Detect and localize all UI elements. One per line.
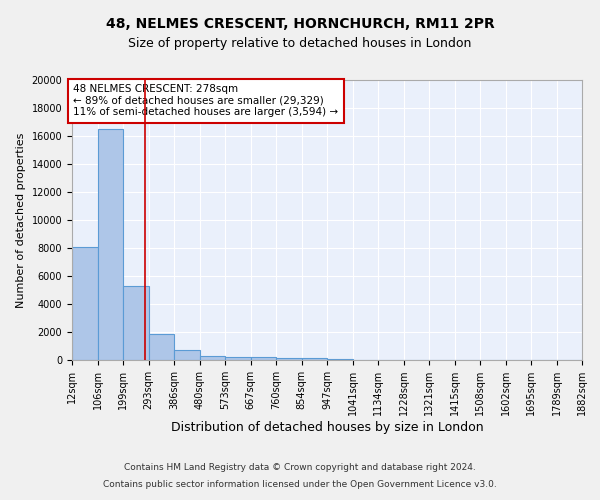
Text: 48, NELMES CRESCENT, HORNCHURCH, RM11 2PR: 48, NELMES CRESCENT, HORNCHURCH, RM11 2P… <box>106 18 494 32</box>
Bar <box>72 246 98 360</box>
Bar <box>276 358 302 360</box>
Text: Size of property relative to detached houses in London: Size of property relative to detached ho… <box>128 38 472 51</box>
Bar <box>174 350 200 360</box>
Bar <box>302 358 327 360</box>
Bar <box>200 356 225 360</box>
Bar <box>149 334 174 360</box>
Bar <box>123 286 149 360</box>
Text: Contains HM Land Registry data © Crown copyright and database right 2024.: Contains HM Land Registry data © Crown c… <box>124 464 476 472</box>
Text: Contains public sector information licensed under the Open Government Licence v3: Contains public sector information licen… <box>103 480 497 489</box>
Y-axis label: Number of detached properties: Number of detached properties <box>16 132 26 308</box>
Text: 48 NELMES CRESCENT: 278sqm
← 89% of detached houses are smaller (29,329)
11% of : 48 NELMES CRESCENT: 278sqm ← 89% of deta… <box>73 84 338 117</box>
Bar <box>98 129 123 360</box>
Bar <box>251 358 276 360</box>
Bar <box>225 357 251 360</box>
X-axis label: Distribution of detached houses by size in London: Distribution of detached houses by size … <box>170 421 484 434</box>
